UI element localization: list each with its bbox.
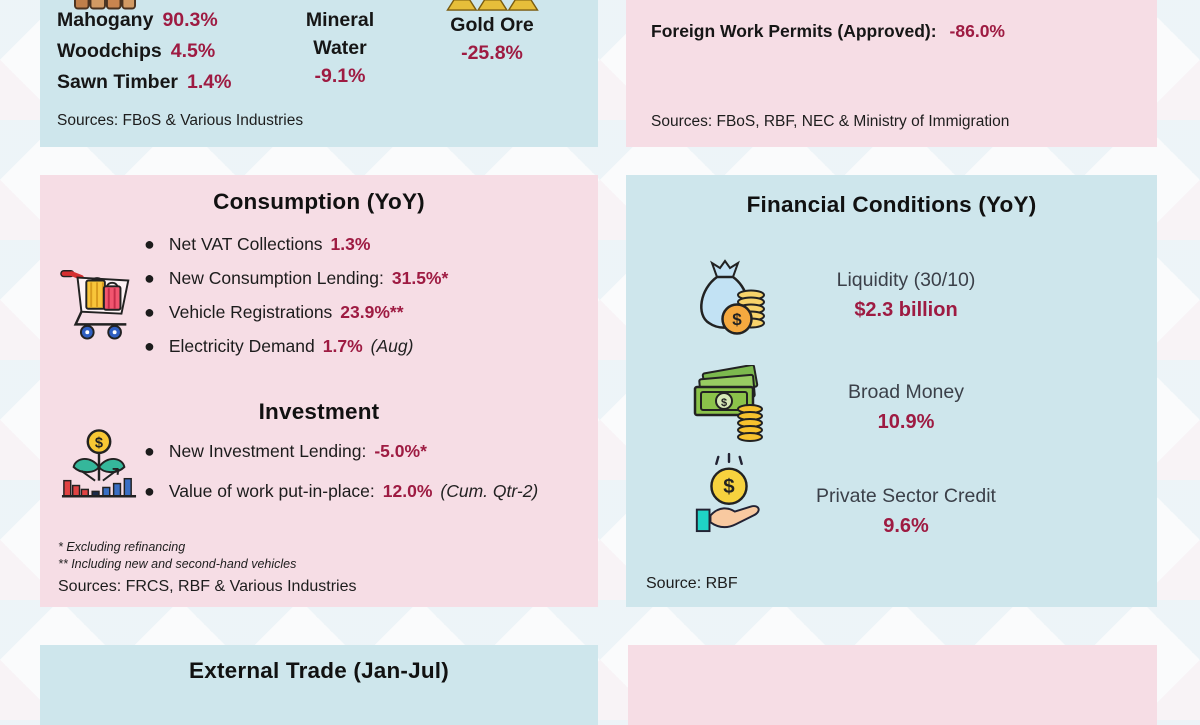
commodity-label: Woodchips: [57, 40, 162, 62]
sources-text: Sources: FBoS & Various Industries: [57, 112, 304, 129]
commodity-value: 1.4%: [187, 71, 232, 93]
external-trade-card: External Trade (Jan-Jul): [40, 645, 598, 725]
financial-row: Liquidity (30/10) $2.3 billion: [726, 265, 1086, 325]
bottom-right-card: [628, 645, 1157, 725]
external-trade-title: External Trade (Jan-Jul): [189, 658, 449, 683]
financial-value: 9.6%: [883, 515, 929, 537]
financial-value: $2.3 billion: [854, 299, 958, 321]
commodity-value: 90.3%: [162, 9, 218, 31]
gold-ore-label: Gold Ore: [450, 14, 534, 36]
list-item: ● Value of work put-in-place: 12.0% (Cum…: [144, 471, 538, 511]
work-permits-card: Foreign Work Permits (Approved): -86.0% …: [626, 0, 1157, 147]
investment-growth-icon: $: [61, 429, 137, 498]
bullet-icon: ●: [144, 440, 155, 461]
list-item: ● Electricity Demand 1.7% (Aug): [144, 329, 448, 363]
item-value: -5.0%*: [374, 440, 427, 461]
bullet-icon: ●: [144, 233, 155, 254]
item-value: 12.0%: [382, 480, 433, 501]
footnote: ** Including new and second-hand vehicle…: [58, 557, 297, 571]
sources-text: Sources: FBoS, RBF, NEC & Ministry of Im…: [651, 113, 1010, 130]
mineral-water-value: -9.1%: [314, 65, 366, 87]
source-text: Source: RBF: [646, 575, 738, 592]
item-label: New Investment Lending:: [168, 440, 367, 461]
gold-bars-icon: [446, 0, 539, 11]
investment-list: ● New Investment Lending: -5.0%* ● Value…: [144, 431, 538, 511]
footnote: * Excluding refinancing: [58, 540, 186, 554]
list-item: ● New Consumption Lending: 31.5%*: [144, 261, 448, 295]
item-value: 23.9%**: [340, 301, 404, 322]
item-label: Value of work put-in-place:: [168, 480, 375, 501]
item-label: Net VAT Collections: [168, 233, 323, 254]
item-label: Vehicle Registrations: [168, 301, 333, 322]
timber-planks-icon: [74, 0, 136, 10]
financial-label: Private Sector Credit: [816, 485, 996, 507]
commodity-label: Sawn Timber: [57, 71, 179, 93]
sources-text: Sources: FRCS, RBF & Various Industries: [58, 578, 357, 595]
financial-row: Broad Money 10.9%: [726, 377, 1086, 437]
financial-conditions-title: Financial Conditions (YoY): [746, 192, 1037, 217]
money-bag-icon: $: [700, 259, 765, 335]
commodity-value: 4.5%: [170, 40, 216, 62]
list-item: ● New Investment Lending: -5.0%*: [144, 431, 538, 471]
financial-row: Private Sector Credit 9.6%: [726, 481, 1086, 541]
svg-text:$: $: [732, 310, 742, 329]
commodities-card: Mahogany 90.3% Woodchips 4.5% Sawn Timbe…: [40, 0, 598, 147]
item-value: 1.7%: [322, 335, 363, 356]
list-item: ● Net VAT Collections 1.3%: [144, 227, 448, 261]
mineral-water-block: Mineral Water -9.1%: [275, 6, 405, 90]
commodity-row: Woodchips 4.5%: [57, 36, 231, 67]
item-label: Electricity Demand: [168, 335, 315, 356]
gold-ore-block: Gold Ore -25.8%: [412, 0, 572, 67]
bullet-icon: ●: [144, 301, 155, 322]
list-item: ● Vehicle Registrations 23.9%**: [144, 295, 448, 329]
hand-coin-icon: $: [695, 452, 760, 533]
item-value: 31.5%*: [391, 267, 449, 288]
work-permits-label: Foreign Work Permits (Approved):: [651, 21, 937, 41]
work-permits-value: -86.0%: [949, 21, 1005, 41]
consumption-card: Consumption (YoY) ● Net VAT Collections …: [40, 175, 598, 607]
item-value: 1.3%: [330, 233, 371, 254]
item-label: New Consumption Lending:: [168, 267, 384, 288]
shopping-cart-icon: [60, 269, 130, 340]
item-suffix: (Aug): [370, 335, 414, 356]
banknotes-icon: $: [693, 365, 763, 442]
commodity-row: Sawn Timber 1.4%: [57, 67, 231, 98]
svg-text:$: $: [95, 436, 103, 452]
commodity-label: Mahogany: [57, 9, 154, 31]
svg-text:$: $: [723, 475, 735, 498]
financial-conditions-card: Financial Conditions (YoY) $ Liquidity (…: [626, 175, 1157, 607]
work-permits-line: Foreign Work Permits (Approved): -86.0%: [651, 21, 1005, 42]
financial-label: Broad Money: [848, 381, 964, 403]
svg-text:$: $: [721, 397, 727, 409]
financial-value: 10.9%: [877, 411, 935, 433]
mineral-water-label: Mineral: [305, 9, 375, 31]
investment-title: Investment: [258, 399, 380, 424]
item-suffix: (Cum. Qtr-2): [440, 480, 539, 501]
bullet-icon: ●: [144, 267, 155, 288]
mineral-water-label: Water: [313, 37, 367, 59]
consumption-title: Consumption (YoY): [213, 189, 425, 214]
bullet-icon: ●: [144, 480, 155, 501]
footnotes: * Excluding refinancing ** Including new…: [58, 539, 296, 573]
gold-ore-value: -25.8%: [461, 42, 523, 64]
financial-label: Liquidity (30/10): [836, 269, 976, 291]
commodity-rows: Mahogany 90.3% Woodchips 4.5% Sawn Timbe…: [57, 5, 231, 98]
commodity-row: Mahogany 90.3%: [57, 5, 231, 36]
bullet-icon: ●: [144, 335, 155, 356]
consumption-list: ● Net VAT Collections 1.3% ● New Consump…: [144, 227, 448, 363]
